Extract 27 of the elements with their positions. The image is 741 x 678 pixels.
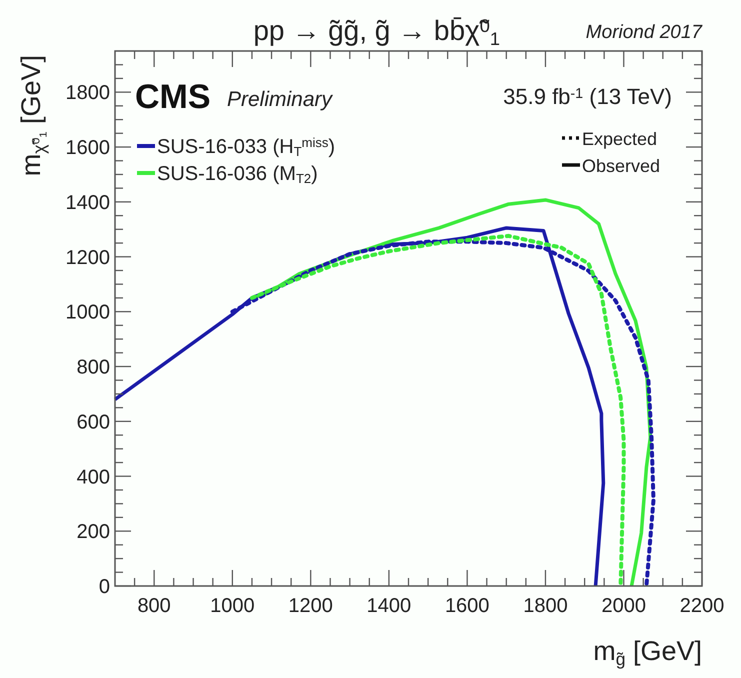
x-tick-label: 2000 <box>601 595 646 617</box>
y-tick-label: 0 <box>98 576 110 598</box>
y-tick-label: 800 <box>76 356 110 379</box>
annotation: Observed <box>582 156 660 176</box>
y-tick-label: 600 <box>76 411 110 434</box>
x-tick-label: 2200 <box>680 595 724 617</box>
annotation: Expected <box>582 129 658 149</box>
legend-label: SUS-16-033 (H$_{T}$$^{miss}$) <box>157 135 336 160</box>
x-tick-label: 800 <box>137 595 171 617</box>
y-tick-label: 400 <box>76 466 110 488</box>
y-tick-label: 1200 <box>66 246 110 269</box>
text: Moriond 2017 <box>586 22 704 43</box>
x-axis-title: m$_{g̃}$ [GeV] <box>593 636 702 668</box>
annotation: CMS <box>135 78 211 116</box>
x-tick-label: 1200 <box>288 595 333 617</box>
legend-label: SUS-16-036 (M$_{T2}$) <box>157 163 318 186</box>
y-tick-label: 200 <box>76 521 110 544</box>
y-tick-label: 1400 <box>66 192 110 214</box>
x-tick-label: 1600 <box>444 595 490 617</box>
y-tick-label: 1000 <box>66 302 110 324</box>
y-tick-label: 1800 <box>66 82 110 104</box>
x-tick-label: 1000 <box>210 595 255 617</box>
x-tick-label: 1400 <box>366 595 412 617</box>
y-tick-label: 1600 <box>66 137 110 160</box>
x-tick-label: 1800 <box>523 595 568 617</box>
annotation: 35.9 fb$^{-1}$ (13 TeV) <box>503 84 672 109</box>
annotation: Preliminary <box>227 88 334 111</box>
